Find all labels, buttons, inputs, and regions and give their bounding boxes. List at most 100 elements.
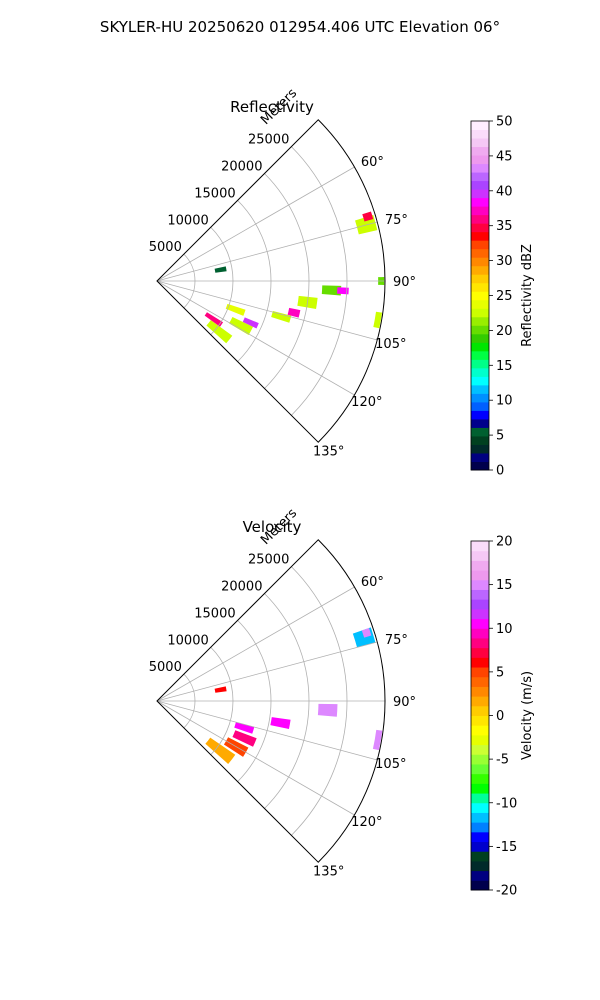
colorbar-segment bbox=[471, 291, 489, 301]
radar-echo bbox=[337, 287, 349, 295]
azimuth-tick-label: 90° bbox=[393, 275, 416, 290]
colorbar-segment bbox=[471, 705, 489, 716]
radial-tick-label: 5000 bbox=[149, 240, 182, 255]
colorbar-segment bbox=[471, 435, 489, 445]
colorbar-segment bbox=[471, 763, 489, 775]
colorbar-segment bbox=[471, 550, 489, 561]
radar-echo bbox=[270, 717, 291, 730]
radar-echo bbox=[204, 312, 224, 327]
panel-title: Reflectivity bbox=[230, 98, 314, 116]
radar-echo bbox=[373, 311, 383, 329]
radial-tick-label: 15000 bbox=[194, 186, 235, 201]
colorbar-tick-label: -10 bbox=[496, 796, 517, 811]
colorbar-segment bbox=[471, 461, 489, 471]
azimuth-gridline bbox=[156, 700, 355, 816]
colorbar-segment bbox=[471, 812, 489, 823]
colorbar-segment bbox=[471, 579, 489, 590]
azimuth-gridline bbox=[156, 586, 355, 702]
colorbar-segment bbox=[471, 667, 489, 678]
colorbar-segment bbox=[471, 384, 489, 394]
azimuth-tick-label: 135° bbox=[313, 865, 344, 880]
echo-layer bbox=[204, 211, 385, 344]
colorbar-segment bbox=[471, 172, 489, 182]
radial-tick-label: 20000 bbox=[221, 160, 262, 175]
azimuth-gridline bbox=[156, 280, 378, 341]
radial-tick-label: 20000 bbox=[221, 580, 262, 595]
colorbar-segment bbox=[471, 618, 489, 629]
colorbar-segment bbox=[471, 274, 489, 284]
colorbar-segment bbox=[471, 265, 489, 275]
velocity-panel: Velocity500010000150002000025000Meters60… bbox=[149, 506, 535, 899]
sector-frame bbox=[156, 119, 386, 443]
figure-suptitle: SKYLER-HU 20250620 012954.406 UTC Elevat… bbox=[100, 18, 500, 36]
azimuth-tick-label: 105° bbox=[375, 337, 406, 352]
azimuth-gridline bbox=[156, 641, 378, 702]
radial-tick-label: 10000 bbox=[167, 633, 208, 648]
colorbar-tick-label: 35 bbox=[496, 219, 513, 234]
colorbar-segment bbox=[471, 393, 489, 403]
colorbar-segment bbox=[471, 608, 489, 620]
colorbar-segment bbox=[471, 427, 489, 437]
colorbar-segment bbox=[471, 715, 489, 726]
colorbar-segment bbox=[471, 129, 489, 139]
radial-tick-label: 5000 bbox=[149, 660, 182, 675]
colorbar-segment bbox=[471, 240, 489, 250]
colorbar-segment bbox=[471, 257, 489, 267]
colorbar-tick-label: 5 bbox=[496, 665, 504, 680]
radial-tick-label: 15000 bbox=[194, 606, 235, 621]
colorbar-segment bbox=[471, 793, 489, 804]
radar-echo bbox=[229, 316, 254, 336]
radar-echo bbox=[205, 737, 236, 764]
colorbar-segment bbox=[471, 231, 489, 241]
colorbar-segment bbox=[471, 822, 489, 833]
colorbar-segment bbox=[471, 657, 489, 668]
colorbar-tick-label: 0 bbox=[496, 464, 504, 479]
radial-tick-label: 25000 bbox=[248, 133, 289, 148]
colorbar-segment bbox=[471, 121, 489, 131]
radial-tick-label: 10000 bbox=[167, 213, 208, 228]
colorbar-label: Reflectivity dBZ bbox=[520, 244, 535, 347]
colorbar-segment bbox=[471, 773, 489, 784]
colorbar-segment bbox=[471, 163, 489, 173]
colorbar-tick-label: -5 bbox=[496, 753, 509, 768]
colorbar-tick-label: 10 bbox=[496, 622, 513, 637]
azimuth-tick-label: 105° bbox=[375, 757, 406, 772]
colorbar-segment bbox=[471, 410, 489, 420]
colorbar-segment bbox=[471, 851, 489, 862]
colorbar-segment bbox=[471, 860, 489, 872]
radar-echo bbox=[214, 686, 227, 693]
colorbar-segment bbox=[471, 155, 489, 165]
colorbar-segment bbox=[471, 744, 489, 755]
radar-echo bbox=[242, 317, 259, 329]
colorbar-segment bbox=[471, 316, 489, 326]
colorbar-segment bbox=[471, 452, 489, 462]
radar-echo bbox=[372, 729, 383, 751]
colorbar-segment bbox=[471, 628, 489, 639]
radar-echo bbox=[234, 722, 255, 734]
radar-echo bbox=[271, 310, 292, 323]
colorbar-tick-label: 20 bbox=[496, 324, 513, 339]
colorbar-tick-label: 50 bbox=[496, 115, 513, 130]
radial-tick-label: 25000 bbox=[248, 553, 289, 568]
colorbar-segment bbox=[471, 880, 489, 891]
azimuth-tick-label: 60° bbox=[361, 575, 384, 590]
colorbar-segment bbox=[471, 802, 489, 813]
colorbar-segment bbox=[471, 599, 489, 610]
colorbar-segment bbox=[471, 197, 489, 207]
colorbar-tick-label: 40 bbox=[496, 184, 513, 199]
radar-echo bbox=[317, 703, 338, 717]
colorbar-segment bbox=[471, 223, 489, 233]
colorbar-segment bbox=[471, 401, 489, 411]
radar-echo bbox=[362, 211, 374, 222]
radar-echo bbox=[225, 303, 246, 316]
panel-title: Velocity bbox=[243, 518, 302, 536]
colorbar-segment bbox=[471, 841, 489, 852]
colorbar-segment bbox=[471, 783, 489, 794]
colorbar-tick-label: 30 bbox=[496, 254, 513, 269]
colorbar-segment bbox=[471, 754, 489, 765]
radar-echo bbox=[206, 320, 233, 344]
colorbar-segment bbox=[471, 589, 489, 600]
azimuth-tick-label: 60° bbox=[361, 155, 384, 170]
colorbar-tick-label: 5 bbox=[496, 429, 504, 444]
colorbar-tick-label: 15 bbox=[496, 359, 513, 374]
